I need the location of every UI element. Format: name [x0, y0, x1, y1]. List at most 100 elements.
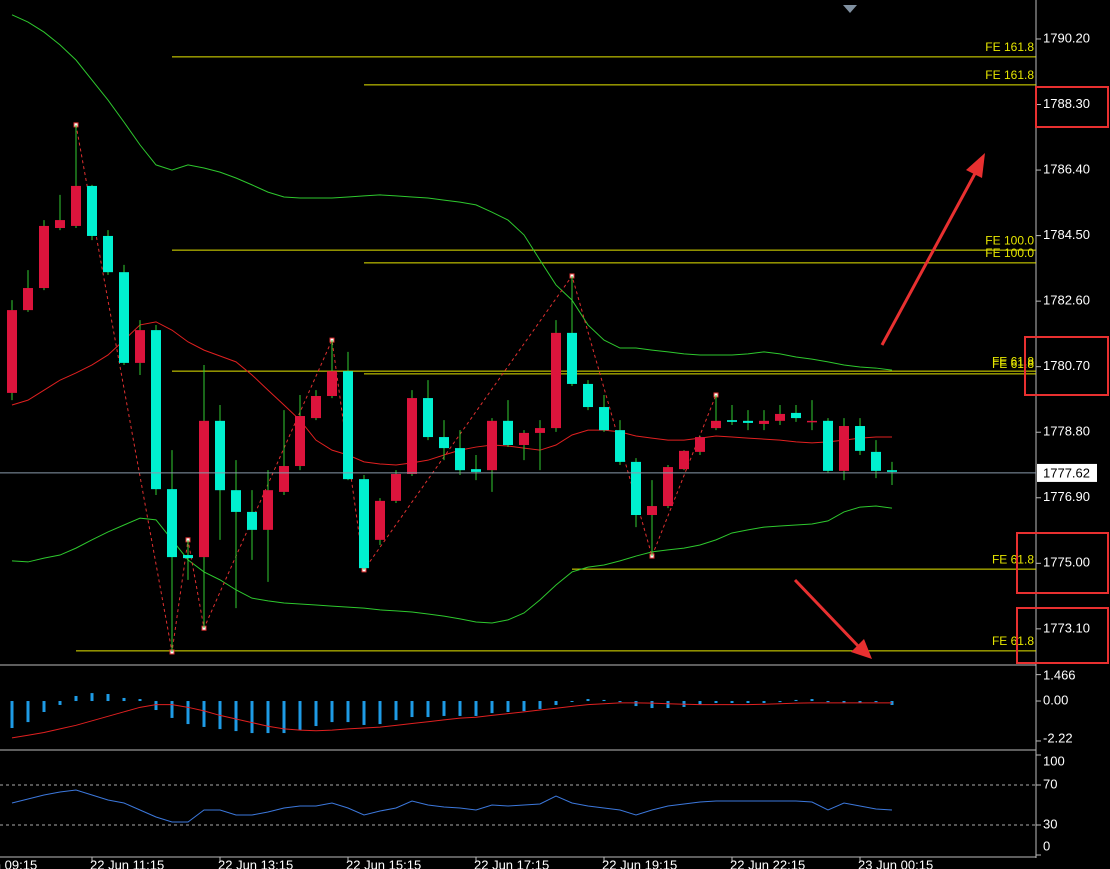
y-tick-label: 1784.50 [1043, 227, 1090, 242]
candle-body [87, 185, 97, 236]
signal-line [11, 702, 892, 739]
candle-body [55, 220, 65, 229]
y-tick-label: -2.22 [1043, 730, 1073, 745]
histogram-bar [458, 701, 462, 716]
x-tick-label: 23 Jun 00:15 [858, 857, 933, 869]
arrow-down [793, 578, 862, 650]
current-price-label: 1777.62 [1043, 465, 1090, 480]
candle-body [743, 420, 753, 423]
x-tick-label: 22 Jun 22:15 [730, 857, 805, 869]
histogram-bar [282, 701, 286, 734]
histogram-bar [666, 701, 670, 709]
histogram-bar [570, 701, 574, 703]
histogram-bar [122, 697, 126, 702]
candle-body [823, 420, 833, 471]
histogram-bar [202, 701, 206, 727]
highlight-box [1024, 336, 1109, 396]
highlight-box [1016, 607, 1109, 664]
histogram-bar [522, 701, 526, 712]
candle-body [7, 310, 17, 393]
annotations [793, 86, 1109, 664]
highlight-box [1035, 86, 1109, 128]
band-middle [11, 321, 892, 466]
current-price-box [1037, 463, 1097, 482]
y-tick-label: 1790.20 [1043, 30, 1090, 45]
candle-body [599, 407, 609, 431]
histogram-bar [346, 701, 350, 723]
histogram-bar [794, 699, 798, 702]
candle-body [359, 479, 369, 569]
indicator-line [11, 789, 893, 823]
histogram-bar [138, 699, 142, 702]
candle-body [279, 466, 289, 492]
histogram-bar [698, 701, 702, 705]
candle-body [503, 420, 513, 445]
histogram-bar [506, 701, 510, 712]
histogram-bar [586, 699, 590, 702]
candle-body [23, 288, 33, 311]
histogram-bar [874, 701, 878, 703]
candle-body [471, 469, 481, 472]
histogram-bar [474, 701, 478, 716]
histogram-bar [634, 701, 638, 707]
candle-body [791, 412, 801, 419]
y-tick-label: 1782.60 [1043, 293, 1090, 308]
histogram-bar [762, 701, 766, 703]
histogram-bar [74, 695, 78, 702]
histogram-bar [378, 701, 382, 725]
candle-body [871, 451, 881, 471]
histogram-bar [234, 701, 238, 732]
highlight-box [1016, 532, 1109, 594]
candle-body [711, 420, 721, 429]
histogram-bar [826, 701, 830, 703]
histogram-bar [186, 701, 190, 725]
candle-body [775, 413, 785, 421]
y-tick-label: 1773.10 [1043, 620, 1090, 635]
histogram-bar [746, 701, 750, 703]
candle-body [615, 430, 625, 462]
x-tick-label: 22 Jun 17:15 [474, 857, 549, 869]
histogram-bar [426, 701, 430, 718]
histogram-bar [298, 701, 302, 730]
histogram-bar [154, 701, 158, 711]
fe-level-label: FE 61.8 [992, 552, 1034, 566]
histogram-bar [778, 701, 782, 703]
histogram-bar [858, 701, 862, 703]
candle-body [807, 420, 817, 423]
candle-body [567, 332, 577, 384]
y-tick-label: 30 [1043, 816, 1057, 831]
candle-body [423, 398, 433, 438]
arrow-up [880, 167, 980, 346]
candle-body [839, 426, 849, 471]
y-tick-label: 1776.90 [1043, 489, 1090, 504]
candle-body [199, 420, 209, 558]
y-tick-label: 0.00 [1043, 692, 1068, 707]
candle-body [327, 371, 337, 397]
y-tick-label: 1.466 [1043, 667, 1076, 682]
y-tick-label: 1786.40 [1043, 161, 1090, 176]
y-tick-label: 100 [1043, 753, 1065, 768]
candle-body [439, 437, 449, 449]
histogram-bar [170, 701, 174, 718]
histogram-bar [90, 693, 94, 702]
histogram-bar [490, 701, 494, 714]
candle-body [247, 511, 257, 530]
fe-level-label: FE 161.8 [985, 40, 1034, 54]
histogram-bar [314, 701, 318, 727]
candle-body [375, 500, 385, 540]
candle-body [663, 467, 673, 507]
fe-level-label: FE 61.8 [992, 634, 1034, 648]
candle-body [631, 461, 641, 516]
histogram-bar [442, 701, 446, 716]
histogram-bar [730, 701, 734, 703]
candle-body [407, 398, 417, 474]
fe-level-label: FE 100.0 [985, 233, 1034, 247]
histogram-bar [266, 701, 270, 734]
candle-body [311, 396, 321, 419]
candle-body [519, 432, 529, 445]
candle-body [295, 416, 305, 467]
candle-body [679, 450, 689, 470]
y-tick-label: 1788.30 [1043, 96, 1090, 111]
